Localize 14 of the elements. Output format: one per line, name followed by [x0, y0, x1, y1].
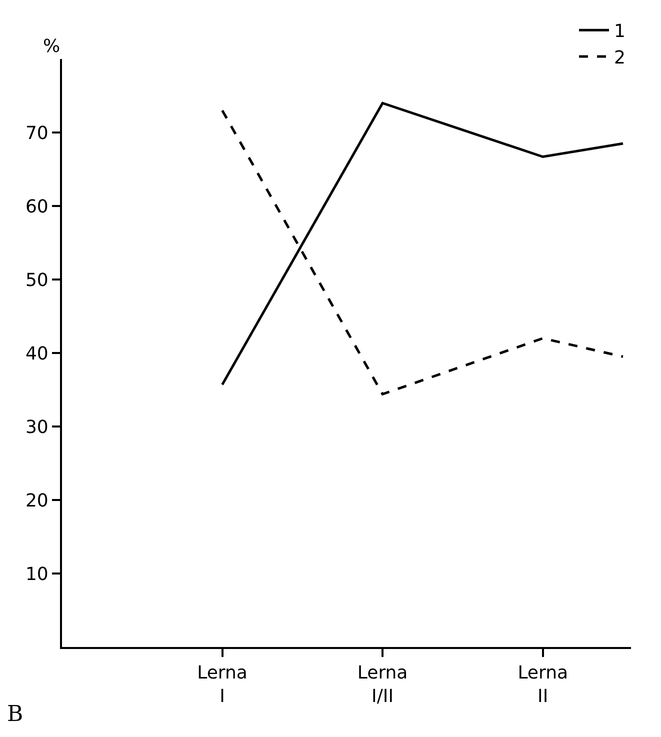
y-tick-label: 70	[25, 122, 48, 144]
x-tick-label: Lerna I/II	[357, 662, 408, 707]
text: B	[7, 702, 24, 727]
legend-label: 2	[614, 48, 626, 69]
x-tick-label: Lerna I	[197, 662, 248, 707]
y-tick-label: 50	[25, 270, 48, 291]
y-tick-label: 40	[25, 343, 48, 364]
y-tick-label: 30	[25, 416, 48, 438]
y-tick-label: 60	[25, 196, 48, 218]
y-tick-label: 20	[25, 490, 48, 512]
x-tick-label: Lerna II	[518, 662, 568, 707]
y-axis-title: %	[43, 36, 60, 57]
legend-label: 1	[614, 21, 626, 42]
y-tick-label: 10	[25, 564, 48, 585]
